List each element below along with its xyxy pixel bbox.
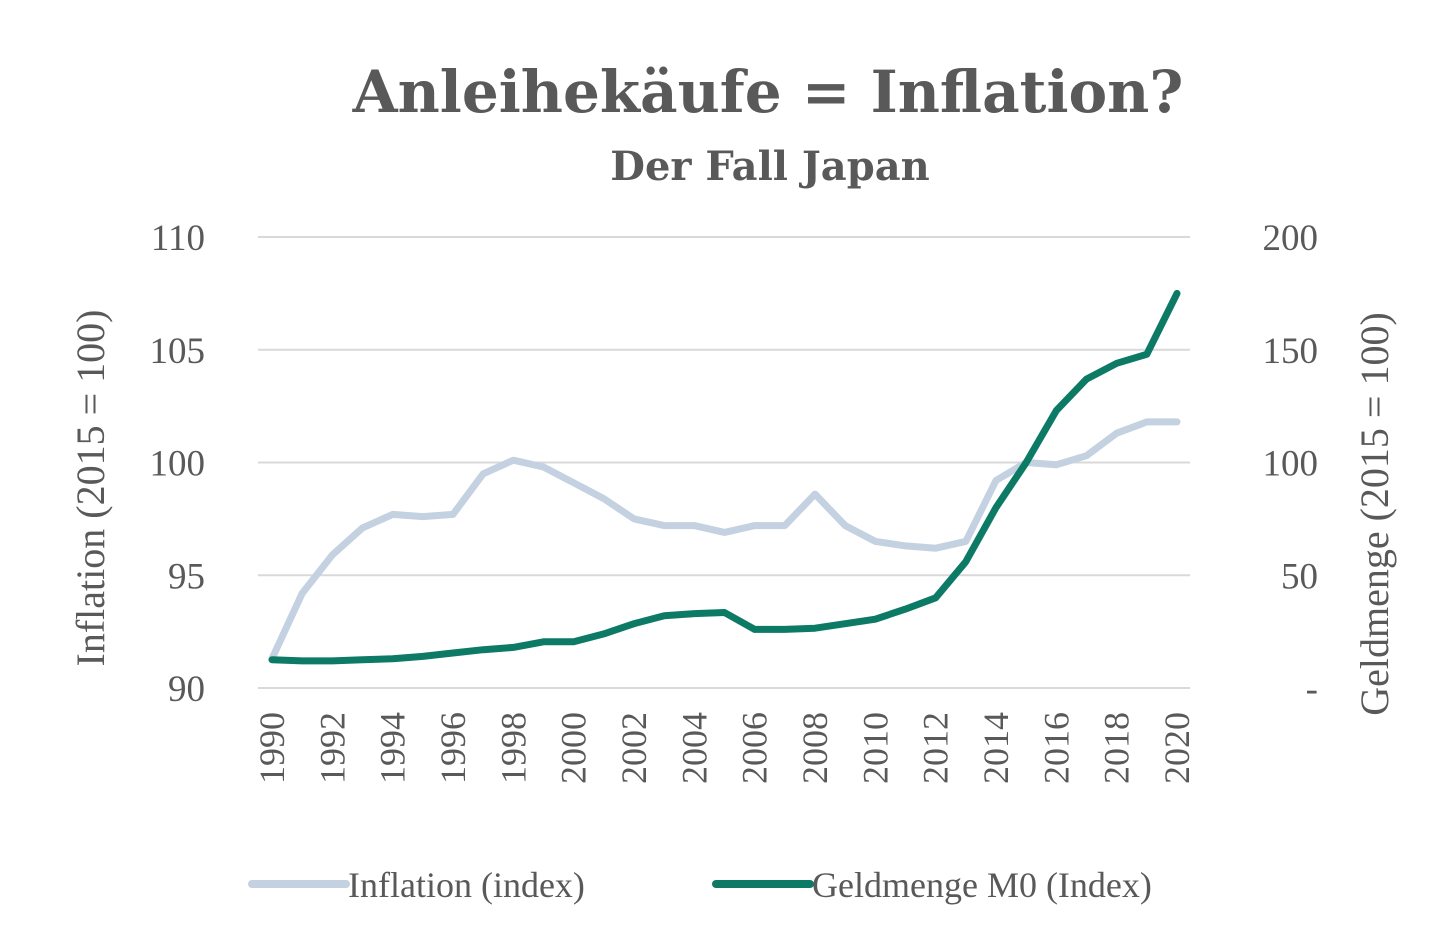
legend-label-geldmenge: Geldmenge M0 (Index): [812, 865, 1152, 905]
x-tick-label: 2012: [916, 712, 956, 784]
x-tick-label: 2004: [674, 712, 714, 784]
gridlines: [258, 236, 1190, 689]
left-tick-label: 100: [150, 444, 206, 485]
x-tick-label: 2014: [976, 712, 1016, 784]
right-y-axis-ticks: - 50 100 150 200: [1263, 218, 1319, 710]
x-tick-label: 2000: [554, 712, 594, 784]
series-lines: [268, 289, 1181, 665]
right-tick-label: 200: [1263, 218, 1319, 259]
x-tick-label: 2008: [795, 712, 835, 784]
left-tick-label: 105: [150, 331, 206, 372]
x-tick-label: 2010: [855, 712, 895, 784]
right-tick-label: 50: [1281, 556, 1318, 597]
right-tick-label: 150: [1263, 331, 1319, 372]
series-line-inflation: [268, 418, 1181, 663]
x-tick-label: 2006: [735, 712, 775, 784]
x-axis-ticks: 1990 1992 1994 1996 1998 2000 2002 2004 2006 2008…: [252, 712, 1197, 784]
x-tick-label: 1996: [433, 712, 473, 784]
right-tick-label: -: [1306, 669, 1318, 710]
legend: Inflation (index) Geldmenge M0 (Index): [248, 865, 1152, 905]
left-tick-label: 110: [151, 218, 205, 259]
series-line-geldmenge: [268, 289, 1181, 665]
x-tick-label: 1992: [312, 712, 352, 784]
x-tick-label: 2020: [1157, 712, 1197, 784]
x-tick-label: 2002: [614, 712, 654, 784]
right-y-axis-label: Geldmenge (2015 = 100): [1352, 312, 1397, 716]
left-y-axis-ticks: 90 95 100 105 110: [150, 218, 206, 710]
legend-label-inflation: Inflation (index): [348, 865, 585, 905]
chart-title: Anleihekäufe = Inflation?: [352, 58, 1184, 126]
right-tick-label: 100: [1263, 444, 1319, 485]
x-tick-label: 1990: [252, 712, 292, 784]
left-tick-label: 90: [168, 669, 205, 710]
x-tick-label: 2016: [1036, 712, 1076, 784]
x-tick-label: 1998: [493, 712, 533, 784]
chart-subtitle: Der Fall Japan: [610, 143, 929, 190]
x-tick-label: 2018: [1097, 712, 1137, 784]
left-tick-label: 95: [168, 556, 205, 597]
x-tick-label: 1994: [373, 712, 413, 784]
left-y-axis-label: Inflation (2015 = 100): [68, 310, 113, 667]
